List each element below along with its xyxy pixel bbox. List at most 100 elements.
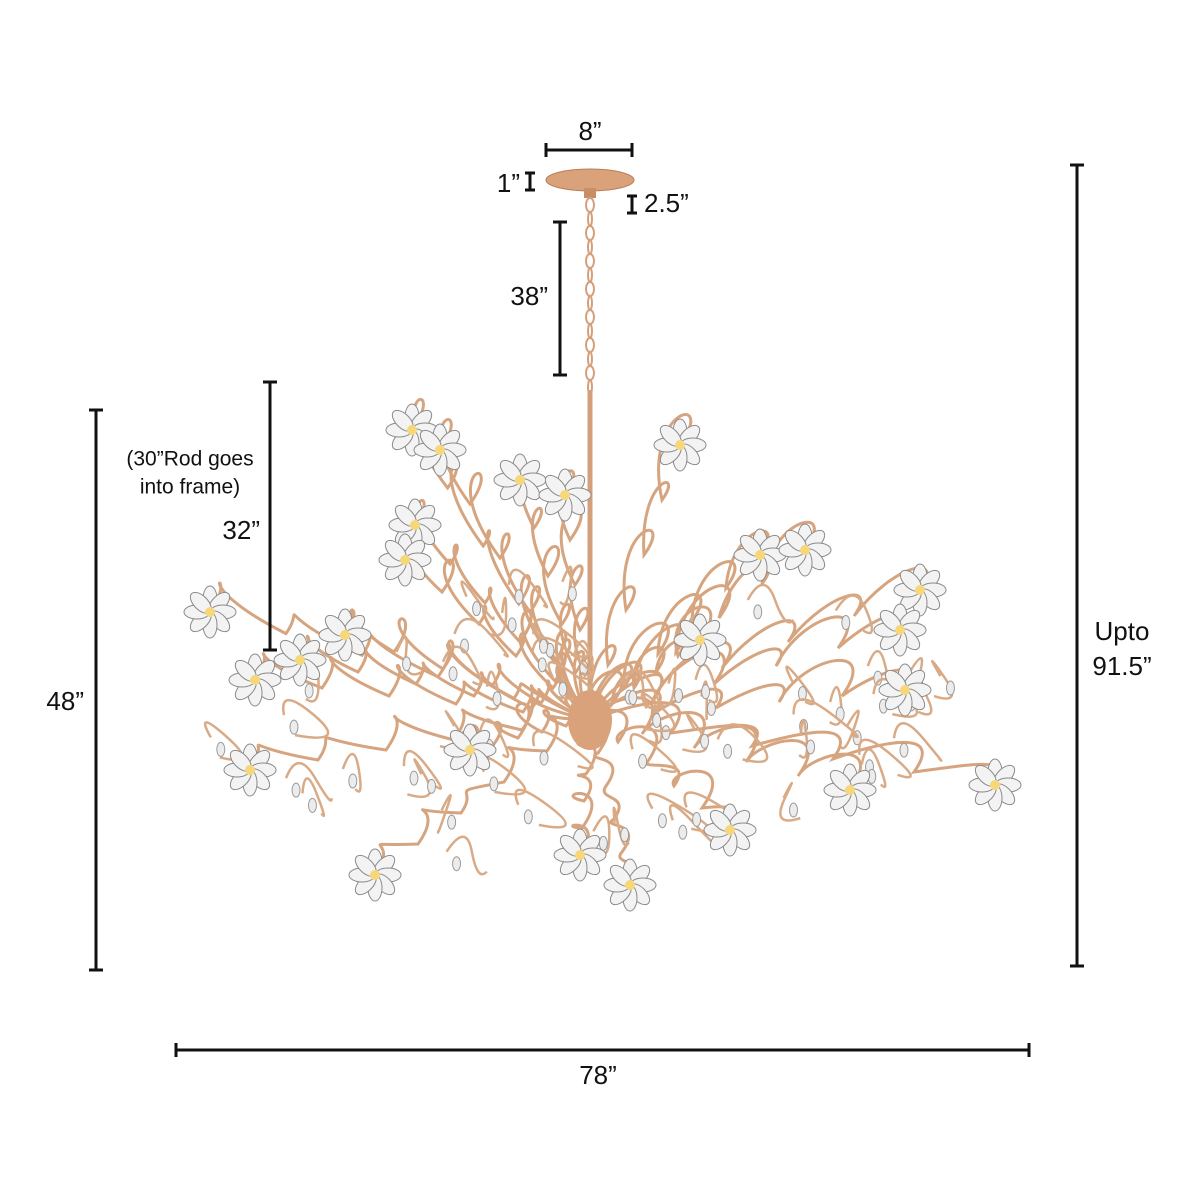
bulb — [465, 745, 475, 755]
bulb — [990, 780, 1000, 790]
canopy-neck — [584, 188, 596, 198]
curl — [445, 835, 488, 876]
curl — [406, 758, 432, 799]
crystal-drop — [945, 680, 955, 696]
curl — [402, 749, 443, 790]
crystal-drop — [598, 835, 608, 851]
dimension-lines — [89, 143, 1084, 1057]
crystal-drop — [723, 743, 733, 759]
crystal-drop — [348, 773, 358, 789]
crystal-drop — [492, 691, 502, 707]
label: 8” — [578, 116, 601, 146]
crystal-drop — [489, 776, 499, 792]
curl — [478, 718, 510, 759]
crystal-drop — [661, 725, 671, 741]
crystal-drop — [537, 657, 547, 673]
crystal-drop — [652, 712, 662, 728]
crystal-drop — [409, 770, 419, 786]
bulb — [400, 555, 410, 565]
curl — [284, 761, 333, 802]
crystal-drop — [289, 719, 299, 735]
label: 32” — [222, 515, 260, 545]
curl — [779, 781, 801, 822]
bulb — [205, 607, 215, 617]
curl — [629, 733, 678, 774]
chain-link — [587, 379, 593, 395]
bulb — [895, 625, 905, 635]
curl — [792, 698, 859, 739]
depth-2-5 — [627, 194, 637, 215]
curl — [441, 645, 482, 686]
curl-arm — [588, 612, 907, 721]
curl — [682, 713, 708, 754]
curl — [716, 723, 769, 764]
crystal-drop — [291, 782, 301, 798]
label: 1” — [497, 168, 520, 198]
crystal-drop — [452, 856, 462, 872]
bulb — [295, 655, 305, 665]
width-78 — [174, 1043, 1031, 1057]
crystal-drop — [507, 617, 517, 633]
crystal-drop — [806, 739, 816, 755]
bulb — [915, 585, 925, 595]
crystal-drop — [539, 638, 549, 654]
curl — [485, 670, 501, 711]
bulb — [675, 440, 685, 450]
curl — [532, 618, 589, 659]
bulb — [695, 635, 705, 645]
curl — [282, 698, 330, 739]
curl — [640, 692, 676, 733]
crystal-drop — [753, 604, 763, 620]
curl — [658, 667, 677, 708]
crystal-drop — [514, 589, 524, 605]
bulb — [340, 630, 350, 640]
curl-arm — [373, 714, 591, 876]
crystal-drop — [427, 778, 437, 794]
crystal-drop — [558, 681, 568, 697]
curl — [487, 596, 508, 637]
crystal-drop — [448, 666, 458, 682]
curl-arm — [588, 529, 770, 721]
crystal-drop — [657, 813, 667, 829]
crystal-drop — [304, 683, 314, 699]
curl — [341, 752, 362, 793]
crystal-drop — [523, 809, 533, 825]
bulb — [245, 765, 255, 775]
crystal-drop — [692, 811, 702, 827]
crystal-drop — [678, 824, 688, 840]
bulb — [625, 880, 635, 890]
crystal-drop — [797, 686, 807, 702]
curl — [395, 635, 423, 676]
label: 48” — [46, 686, 84, 716]
crystal-drop — [447, 814, 457, 830]
crystal-drop — [567, 586, 577, 602]
canopy — [545, 168, 635, 192]
curl — [860, 748, 887, 789]
curl — [621, 669, 657, 710]
crystal-drop — [706, 700, 716, 716]
center-hub — [568, 690, 612, 750]
curl-arm — [588, 708, 738, 831]
note: into frame) — [140, 476, 240, 499]
curl — [694, 663, 719, 704]
crystal-drop — [620, 827, 630, 843]
curl — [301, 777, 326, 818]
crystal-drop — [700, 733, 710, 749]
crystal-drop — [841, 615, 851, 631]
bulb — [515, 475, 525, 485]
chain-38 — [553, 220, 567, 377]
bulb — [410, 520, 420, 530]
curl — [834, 594, 874, 635]
curl — [798, 718, 809, 759]
bulb — [900, 685, 910, 695]
overall-height — [1070, 163, 1084, 968]
crystal-drop — [701, 684, 711, 700]
crystal-drop — [539, 750, 549, 766]
curl — [857, 738, 912, 779]
curl — [785, 665, 815, 706]
height-48 — [89, 408, 103, 972]
bulb — [250, 675, 260, 685]
bulb — [800, 545, 810, 555]
label: 78” — [579, 1060, 617, 1090]
